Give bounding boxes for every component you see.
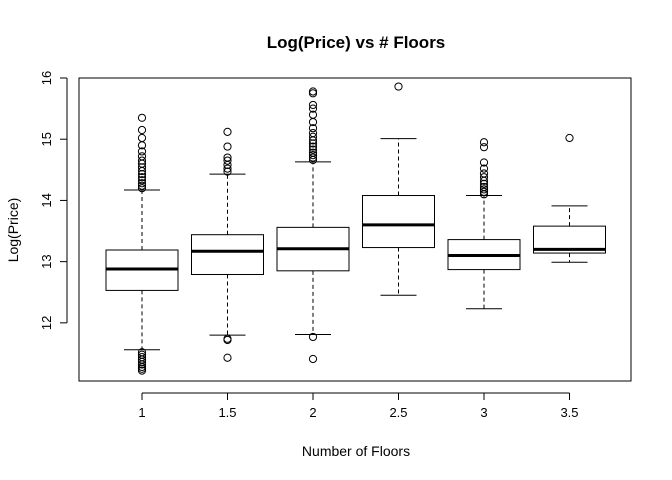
outlier-point xyxy=(565,133,574,143)
outlier-point xyxy=(308,100,318,110)
outlier-point xyxy=(308,145,318,154)
outlier-point xyxy=(308,104,318,113)
outlier-point xyxy=(479,185,489,194)
outlier-point xyxy=(137,179,147,188)
outlier-point xyxy=(137,348,147,357)
outlier-point xyxy=(137,152,147,161)
outlier-point xyxy=(137,125,147,135)
x-tick-label: 3.5 xyxy=(560,405,578,420)
outlier-point xyxy=(137,181,147,190)
outlier-point xyxy=(308,124,318,133)
outlier-point xyxy=(137,350,147,359)
x-axis: 1 1.5 2 2.5 3 3.5 xyxy=(138,392,579,420)
outlier-point xyxy=(308,87,318,96)
x-tick-label: 1.5 xyxy=(218,405,236,420)
box-group xyxy=(276,87,350,364)
y-tick-label: 15 xyxy=(39,132,54,146)
outlier-point xyxy=(308,132,318,141)
outlier-point xyxy=(223,353,232,362)
x-axis-label: Number of Floors xyxy=(302,443,410,459)
y-axis-label: Log(Price) xyxy=(5,198,21,263)
outlier-point xyxy=(137,147,147,156)
outlier-point xyxy=(479,187,489,196)
y-tick-label: 14 xyxy=(39,193,54,207)
y-axis: 12 13 14 15 16 xyxy=(39,71,68,330)
outlier-point xyxy=(479,158,489,167)
box-group xyxy=(362,82,435,296)
outlier-point xyxy=(308,153,318,162)
x-tick-label: 3 xyxy=(480,405,487,420)
x-tick-label: 1 xyxy=(138,405,145,420)
outlier-point xyxy=(479,182,489,192)
y-tick-label: 13 xyxy=(39,254,54,268)
outlier-point xyxy=(479,173,489,182)
outlier-point xyxy=(308,354,318,364)
outlier-point xyxy=(308,151,318,160)
outlier-point xyxy=(479,143,489,152)
boxes xyxy=(105,82,606,375)
outlier-point xyxy=(479,169,489,178)
outlier-point xyxy=(308,142,318,151)
box-iqr xyxy=(191,234,264,275)
outlier-point xyxy=(137,133,147,143)
outlier-point xyxy=(223,156,232,165)
box-group xyxy=(105,113,179,375)
outlier-point xyxy=(223,153,232,162)
outlier-point xyxy=(223,142,232,151)
outlier-point xyxy=(137,173,147,182)
y-tick-label: 12 xyxy=(39,316,54,330)
outlier-point xyxy=(479,138,489,147)
x-tick-label: 2 xyxy=(309,405,316,420)
outlier-point xyxy=(223,334,232,343)
outlier-point xyxy=(394,82,403,91)
outlier-point xyxy=(223,127,232,136)
outlier-point xyxy=(308,148,318,157)
outlier-point xyxy=(137,176,147,185)
box-group xyxy=(533,133,606,263)
plot-frame xyxy=(78,77,632,382)
box-group xyxy=(447,138,521,310)
y-tick-label: 16 xyxy=(39,71,54,85)
outlier-point xyxy=(308,128,318,138)
box-group xyxy=(191,127,264,362)
outlier-point xyxy=(308,332,318,342)
box-iqr xyxy=(362,195,435,249)
chart-title: Log(Price) vs # Floors xyxy=(267,33,446,52)
x-tick-label: 2.5 xyxy=(389,405,407,420)
outlier-point xyxy=(137,113,147,122)
outlier-point xyxy=(223,164,232,173)
outlier-point xyxy=(308,110,318,119)
outlier-point xyxy=(137,156,147,165)
outlier-point xyxy=(137,184,147,193)
outlier-point xyxy=(137,353,147,362)
outlier-point xyxy=(479,164,489,173)
